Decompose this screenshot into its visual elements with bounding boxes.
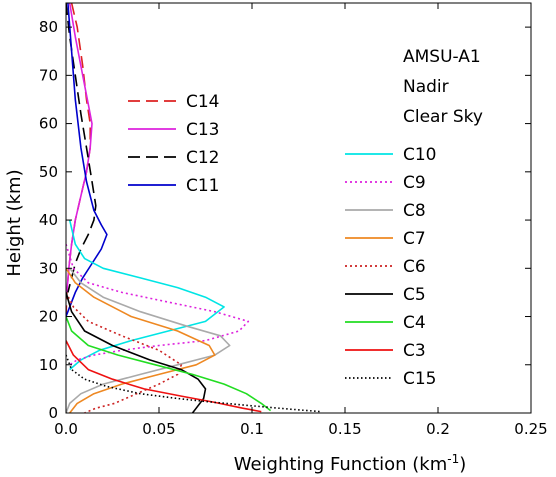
x-tick-label: 0.0 bbox=[54, 420, 78, 438]
legend-label-c12: C12 bbox=[186, 148, 220, 168]
series-line-c8 bbox=[66, 267, 231, 413]
series-line-c12 bbox=[66, 3, 97, 293]
x-axis-label-sup: -1 bbox=[447, 452, 459, 466]
x-axis-label-close: ) bbox=[459, 454, 466, 475]
x-tick-label: 0.25 bbox=[514, 420, 547, 438]
legend-label-c11: C11 bbox=[186, 176, 220, 196]
x-tick-label: 0.05 bbox=[142, 420, 175, 438]
y-tick-label: 30 bbox=[39, 259, 58, 277]
legend-label-c7: C7 bbox=[403, 229, 426, 249]
legend-label-c9: C9 bbox=[403, 173, 426, 193]
legend-label-c5: C5 bbox=[403, 285, 426, 305]
legend-label-c14: C14 bbox=[186, 92, 220, 112]
series-line-c7 bbox=[66, 267, 216, 413]
y-tick-label: 50 bbox=[39, 163, 58, 181]
legend-layer: C14 C13 C12 C11 C10 C9 C8 C7 C6 C5 C4 C3 C15 bbox=[128, 92, 437, 389]
series-line-c3 bbox=[66, 340, 262, 413]
legend-label-c4: C4 bbox=[403, 313, 426, 333]
y-tick-label: 80 bbox=[39, 18, 58, 36]
plot-frame bbox=[65, 2, 532, 414]
y-tick-label: 60 bbox=[39, 115, 58, 133]
series-layer bbox=[66, 3, 321, 413]
legend-label-c3: C3 bbox=[403, 341, 426, 361]
y-axis-label: Height (km) bbox=[4, 169, 25, 276]
x-tick-label: 0.2 bbox=[426, 420, 450, 438]
annotation-line-1: AMSU-A1 bbox=[403, 47, 481, 67]
annotation-line-3: Clear Sky bbox=[403, 107, 483, 127]
x-axis-label: Weighting Function (km-1) bbox=[234, 452, 467, 475]
series-line-c5 bbox=[66, 292, 207, 413]
x-tick-label: 0.15 bbox=[328, 420, 361, 438]
y-tick-label: 70 bbox=[39, 66, 58, 84]
x-axis-label-main: Weighting Function (km bbox=[234, 454, 448, 475]
ticks-layer: 0.0 0.05 0.1 0.15 0.2 0.25 0 10 20 30 40 50 60 70 80 bbox=[39, 3, 548, 438]
series-line-c9 bbox=[66, 243, 250, 366]
y-tick-label: 10 bbox=[39, 356, 58, 374]
legend-label-c13: C13 bbox=[186, 120, 220, 140]
legend-label-c6: C6 bbox=[403, 257, 426, 277]
series-line-c4 bbox=[66, 316, 272, 412]
legend-label-c8: C8 bbox=[403, 201, 426, 221]
annotation-block: AMSU-A1 Nadir Clear Sky bbox=[403, 47, 483, 127]
y-tick-label: 40 bbox=[39, 211, 58, 229]
series-line-c13 bbox=[66, 3, 93, 293]
series-line-c10 bbox=[68, 219, 225, 371]
series-line-c15 bbox=[66, 354, 321, 413]
x-tick-label: 0.1 bbox=[240, 420, 264, 438]
y-tick-label: 0 bbox=[48, 404, 58, 422]
legend-label-c15: C15 bbox=[403, 369, 437, 389]
series-line-c6 bbox=[66, 292, 183, 413]
series-line-c11 bbox=[66, 3, 108, 317]
annotation-line-2: Nadir bbox=[403, 77, 449, 97]
y-tick-label: 20 bbox=[39, 308, 58, 326]
legend-label-c10: C10 bbox=[403, 145, 437, 165]
